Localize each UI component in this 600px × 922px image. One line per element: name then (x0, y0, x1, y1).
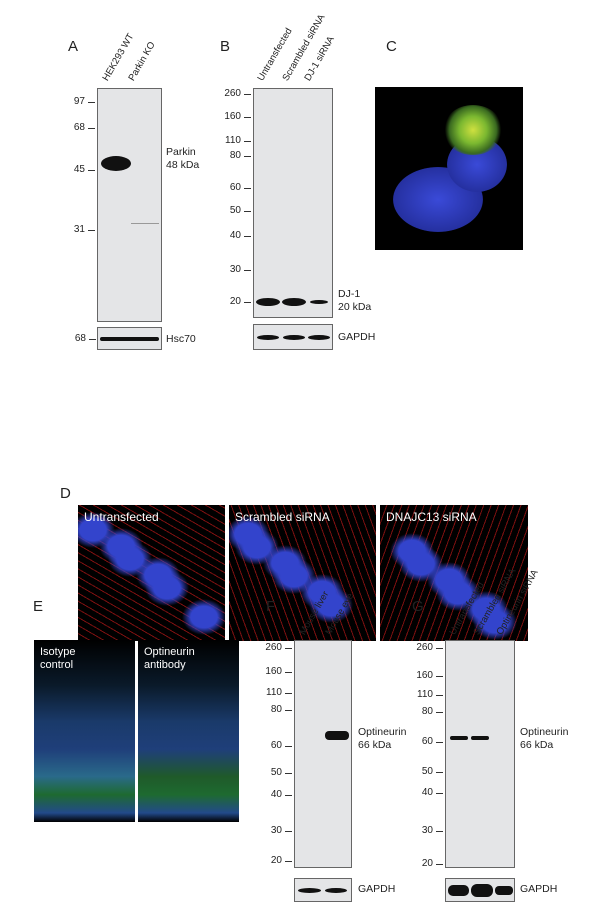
protein-name: Optineurin (358, 726, 407, 738)
panel-label-f: F (266, 598, 276, 615)
protein-name: DJ-1 (338, 288, 361, 300)
loading-control-blot-g (445, 878, 515, 902)
loading-label: GAPDH (338, 331, 376, 343)
marker-label: 31 (55, 225, 95, 235)
protein-size: 20 kDa (338, 301, 372, 313)
hsc70-band (100, 337, 159, 341)
protein-name: Optineurin (520, 726, 569, 738)
marker-label: 68 (55, 123, 95, 133)
marker-label: 160 (252, 667, 292, 677)
gapdh-band (448, 885, 469, 896)
loading-label: GAPDH (358, 883, 396, 895)
marker-label: 30 (403, 826, 443, 836)
marker-label: 110 (252, 688, 292, 698)
western-blot-f (294, 640, 352, 868)
marker-label: 40 (211, 231, 251, 241)
microscopy-image: Untransfected (78, 505, 225, 641)
optineurin-band (325, 731, 349, 740)
optineurin-band (450, 736, 468, 740)
marker-label: 260 (403, 643, 443, 653)
gapdh-band (471, 884, 493, 897)
western-blot-g (445, 640, 515, 868)
panel-label-e: E (33, 598, 44, 615)
marker-label: 20 (211, 297, 251, 307)
gapdh-band (283, 335, 305, 340)
band-label: Optineurin 66 kDa (358, 726, 406, 752)
marker-label: 60 (252, 741, 292, 751)
protein-size: 66 kDa (520, 739, 554, 751)
gapdh-band (325, 888, 347, 893)
faint-band (131, 223, 159, 224)
protein-size: 48 kDa (166, 159, 200, 171)
protein-size: 66 kDa (358, 739, 392, 751)
marker-label: 30 (211, 265, 251, 275)
parkin-band (101, 156, 131, 171)
microscopy-image: DNAJC13 siRNA (380, 505, 528, 641)
marker-label: 45 (55, 165, 95, 175)
loading-label: Hsc70 (166, 333, 196, 345)
loading-control-blot-a (97, 327, 162, 350)
gapdh-band (257, 335, 279, 340)
marker-label: 160 (403, 671, 443, 681)
image-label-line: control (40, 659, 74, 671)
image-label-line: Isotype (40, 646, 76, 658)
panel-label-b: B (220, 38, 231, 55)
loading-label: GAPDH (520, 883, 558, 895)
puncta-cluster (443, 105, 503, 155)
marker-label: 40 (252, 790, 292, 800)
marker-label: 260 (252, 643, 292, 653)
marker-label: 50 (252, 768, 292, 778)
loading-control-blot-f (294, 878, 352, 902)
dj1-band (282, 298, 306, 306)
marker-label: 60 (403, 737, 443, 747)
lane-label: Parkin KO (126, 40, 158, 83)
dj1-band (310, 300, 328, 304)
marker-label: 160 (211, 112, 251, 122)
marker-label: 97 (55, 97, 95, 107)
marker-label: 80 (211, 151, 251, 161)
marker-label: 110 (211, 136, 251, 146)
protein-name: Parkin (166, 146, 196, 158)
western-blot-a (97, 88, 162, 322)
dj1-band (256, 298, 280, 306)
gapdh-band (495, 886, 513, 895)
gapdh-band (298, 888, 321, 893)
western-blot-b (253, 88, 333, 318)
marker-label: 110 (403, 690, 443, 700)
image-label-line: antibody (144, 659, 186, 671)
panel-label-g: G (412, 598, 424, 615)
marker-label: 50 (403, 767, 443, 777)
marker-label: 80 (403, 707, 443, 717)
microscopy-image: Scrambled siRNA (229, 505, 376, 641)
image-label: Scrambled siRNA (235, 510, 330, 524)
marker-label: 20 (403, 859, 443, 869)
marker-label: 68 (56, 334, 96, 344)
gapdh-band (308, 335, 330, 340)
panel-label-a: A (68, 38, 79, 55)
image-label-line: Optineurin (144, 646, 195, 658)
fluorescence-image-c (375, 87, 523, 250)
marker-label: 260 (211, 89, 251, 99)
band-label: DJ-1 20 kDa (338, 288, 371, 314)
marker-label: 80 (252, 705, 292, 715)
marker-label: 40 (403, 788, 443, 798)
marker-label: 50 (211, 206, 251, 216)
band-label: Parkin 48 kDa (166, 146, 199, 172)
image-label: Isotype control (40, 646, 75, 672)
image-label: Untransfected (84, 510, 159, 524)
optineurin-band (471, 736, 489, 740)
marker-label: 30 (252, 826, 292, 836)
marker-label: 20 (252, 856, 292, 866)
retina-section-image: Isotype control (34, 640, 135, 822)
retina-section-image: Optineurin antibody (138, 640, 239, 822)
loading-control-blot-b (253, 324, 333, 350)
band-label: Optineurin 66 kDa (520, 726, 568, 752)
panel-label-c: C (386, 38, 397, 55)
image-label: Optineurin antibody (144, 646, 195, 672)
image-label: DNAJC13 siRNA (386, 510, 477, 524)
panel-label-d: D (60, 485, 71, 502)
marker-label: 60 (211, 183, 251, 193)
